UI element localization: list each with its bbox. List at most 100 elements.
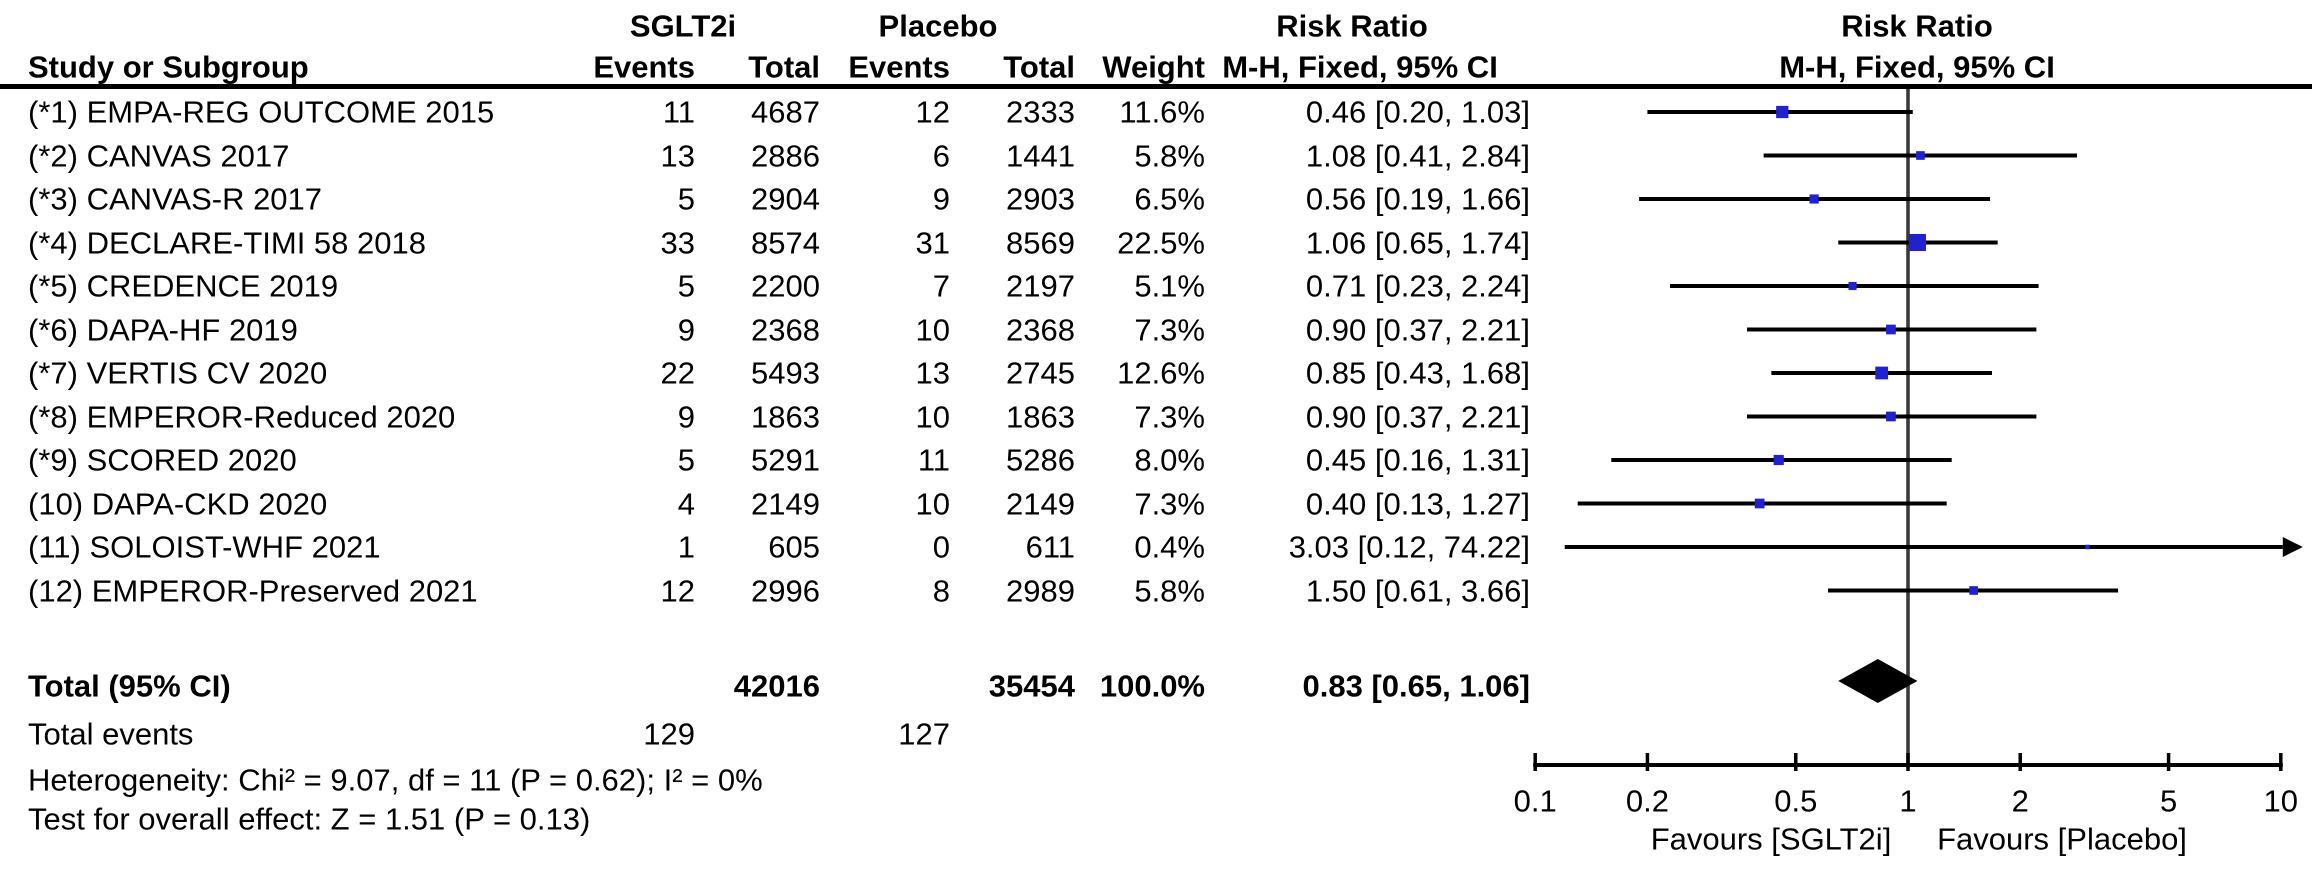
group2-events-cell: 10	[915, 312, 950, 347]
group1-events-cell: 5	[677, 268, 695, 304]
study-label: (*7) VERTIS CV 2020	[28, 355, 328, 391]
group1-header: SGLT2i	[629, 8, 737, 44]
total-rr-ci: 0.83 [0.65, 1.06]	[1302, 668, 1531, 704]
rr-ci-cell: 3.03 [0.12, 74.22]	[1288, 529, 1530, 565]
rr-square	[1916, 151, 1925, 160]
group1-events-cell: 4	[677, 486, 695, 521]
rr-square	[1969, 586, 1978, 595]
group2-events-cell: 0	[932, 529, 950, 565]
study-label: (12) EMPEROR-Preserved 2021	[28, 573, 478, 608]
group1-total-header: Total	[748, 49, 820, 85]
ci-method-plot-header: M-H, Fixed, 95% CI	[1779, 49, 2055, 85]
rr-square	[1908, 233, 1926, 252]
total-weight: 100.0%	[1099, 668, 1205, 704]
total-events-label: Total events	[28, 716, 194, 752]
group2-events-cell: 7	[932, 268, 950, 304]
group2-events-cell: 11	[917, 442, 950, 478]
group2-events-cell: 6	[932, 138, 950, 173]
weight-cell: 7.3%	[1134, 486, 1205, 521]
weight-cell: 11.6%	[1119, 94, 1205, 130]
group1-events-cell: 11	[662, 94, 695, 130]
study-label: (11) SOLOIST-WHF 2021	[28, 529, 381, 565]
rr-ci-cell: 1.50 [0.61, 3.66]	[1305, 573, 1530, 608]
group1-total-cell: 2904	[751, 181, 820, 217]
rr-square	[2085, 544, 2090, 550]
study-label: (10) DAPA-CKD 2020	[28, 486, 328, 521]
group2-events-cell: 8	[932, 573, 950, 608]
total-row-label: Total (95% CI)	[28, 668, 231, 704]
study-column-header: Study or Subgroup	[28, 49, 309, 85]
weight-column-header: Weight	[1102, 49, 1205, 85]
group1-total-cell: 4687	[751, 94, 820, 130]
axis-tick-label: 10	[2264, 784, 2298, 819]
header-rule	[0, 84, 2312, 89]
weight-cell: 7.3%	[1134, 399, 1205, 434]
risk-ratio-plot-header: Risk Ratio	[1841, 8, 1993, 44]
group2-events-cell: 31	[915, 225, 950, 260]
null-effect-line	[1906, 89, 1910, 765]
group1-events-header: Events	[593, 49, 695, 85]
total-group2-n: 35454	[988, 668, 1075, 704]
rr-square	[1754, 498, 1765, 509]
study-label: (*2) CANVAS 2017	[28, 138, 290, 173]
rr-ci-cell: 0.45 [0.16, 1.31]	[1305, 442, 1530, 478]
group2-events-header: Events	[848, 49, 950, 85]
summary-diamond	[1838, 659, 1918, 703]
weight-cell: 12.6%	[1117, 355, 1205, 391]
study-label: (*8) EMPEROR-Reduced 2020	[28, 399, 456, 434]
group2-total-header: Total	[1003, 49, 1075, 85]
study-label: (*3) CANVAS-R 2017	[28, 181, 323, 217]
total-events-group2: 127	[898, 716, 950, 752]
group2-events-cell: 13	[915, 355, 950, 391]
group1-total-cell: 8574	[751, 225, 820, 260]
group2-total-cell: 5286	[1006, 442, 1075, 478]
study-label: (*6) DAPA-HF 2019	[28, 312, 298, 347]
total-group1-n: 42016	[733, 668, 820, 704]
favours-right-label: Favours [Placebo]	[1937, 821, 2187, 857]
group2-events-cell: 10	[915, 486, 950, 521]
rr-ci-cell: 1.06 [0.65, 1.74]	[1305, 225, 1530, 260]
group1-total-cell: 2368	[751, 312, 820, 347]
group1-total-cell: 2200	[751, 268, 820, 304]
group1-events-cell: 5	[677, 442, 695, 478]
rr-ci-cell: 0.71 [0.23, 2.24]	[1305, 268, 1530, 304]
group1-events-cell: 12	[660, 573, 695, 608]
group1-events-cell: 13	[660, 138, 695, 173]
weight-cell: 6.5%	[1134, 181, 1205, 217]
weight-cell: 22.5%	[1117, 225, 1205, 260]
group2-header: Placebo	[878, 8, 998, 44]
study-label: (*5) CREDENCE 2019	[28, 268, 339, 304]
rr-square	[1848, 281, 1857, 291]
group2-total-cell: 2745	[1006, 355, 1075, 391]
rr-square	[1886, 411, 1896, 422]
weight-cell: 7.3%	[1134, 312, 1205, 347]
axis-tick-label: 0.2	[1626, 784, 1669, 819]
rr-square	[1776, 105, 1789, 119]
rr-ci-cell: 0.90 [0.37, 2.21]	[1305, 312, 1530, 347]
group1-events-cell: 5	[677, 181, 695, 217]
group1-total-cell: 605	[768, 529, 820, 565]
weight-cell: 8.0%	[1134, 442, 1205, 478]
group2-total-cell: 8569	[1006, 225, 1075, 260]
weight-cell: 0.4%	[1134, 529, 1205, 565]
group2-events-cell: 12	[915, 94, 950, 130]
group1-events-cell: 1	[677, 529, 695, 565]
rr-square	[1886, 324, 1896, 335]
group1-events-cell: 9	[677, 312, 695, 347]
study-label: (*9) SCORED 2020	[28, 442, 297, 478]
overall-effect-text: Test for overall effect: Z = 1.51 (P = 0…	[28, 801, 591, 837]
risk-ratio-stat-header: Risk Ratio	[1276, 8, 1428, 44]
group2-total-cell: 1863	[1006, 399, 1075, 434]
group2-events-cell: 10	[915, 399, 950, 434]
group1-total-cell: 2996	[751, 573, 820, 608]
favours-left-label: Favours [SGLT2i]	[1650, 821, 1892, 857]
weight-cell: 5.8%	[1134, 138, 1205, 173]
group1-total-cell: 2886	[751, 138, 820, 173]
rr-square	[1875, 366, 1889, 380]
study-label: (*1) EMPA-REG OUTCOME 2015	[28, 94, 495, 130]
group2-total-cell: 2197	[1006, 268, 1075, 304]
rr-ci-cell: 0.40 [0.13, 1.27]	[1305, 486, 1530, 521]
axis-tick-label: 0.5	[1774, 784, 1817, 819]
